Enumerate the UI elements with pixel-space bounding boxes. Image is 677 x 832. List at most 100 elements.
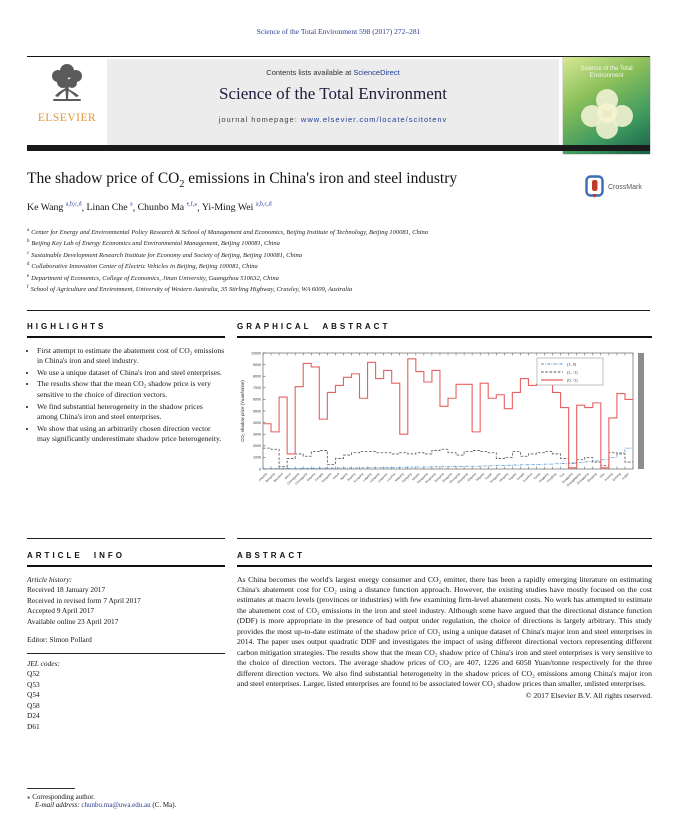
svg-text:Fangda: Fangda [314, 471, 324, 481]
contents-line: Contents lists available at ScienceDirec… [107, 68, 559, 77]
svg-text:Wugang: Wugang [498, 471, 509, 482]
affiliation: d Collaborative Innovation Center of Elec… [27, 262, 258, 271]
crossmark-icon [585, 174, 604, 198]
email-line: E-mail address: chunbo.ma@uwa.edu.au (C.… [27, 801, 327, 809]
highlights-list: First attempt to estimate the abatement … [27, 346, 225, 445]
jel-code: Q58 [27, 700, 40, 710]
author: Ke Wang a,b,c,d [27, 202, 82, 214]
article-info-heading-rule [27, 565, 225, 567]
contents-prefix: Contents lists available at [266, 68, 354, 77]
svg-text:Xingtai: Xingtai [516, 471, 526, 481]
svg-text:Zibo: Zibo [599, 471, 606, 478]
article-history-label: Article history: [27, 574, 72, 584]
author: Linan Che a [86, 202, 133, 214]
masthead: ELSEVIER Contents lists available at Sci… [27, 57, 650, 154]
svg-text:6000: 6000 [253, 397, 261, 401]
svg-text:Sangang: Sangang [433, 471, 445, 483]
svg-text:Yuxi: Yuxi [558, 471, 565, 478]
homepage-url-link[interactable]: www.elsevier.com/locate/scitotenv [300, 115, 448, 124]
svg-text:Yantai: Yantai [533, 471, 542, 480]
svg-text:Liuzhou: Liuzhou [386, 471, 396, 481]
affiliation: e Department of Economics, College of Eco… [27, 273, 279, 282]
svg-text:Nangang: Nangang [401, 471, 413, 483]
author: Chunbo Ma e,f,⁎ [137, 202, 198, 214]
email-label: E-mail address: [35, 801, 80, 809]
svg-text:Jiugang: Jiugang [346, 471, 356, 481]
history-item: Received in revised form 7 April 2017 [27, 595, 141, 605]
highlights-section: HIGHLIGHTS First attempt to estimate the… [27, 322, 225, 446]
affiliation: f School of Agriculture and Environment, … [27, 285, 353, 294]
svg-text:Yinggang: Yinggang [538, 471, 550, 483]
homepage-prefix: journal homepage: [218, 115, 301, 124]
publisher-name: ELSEVIER [37, 112, 97, 124]
svg-text:Echeng: Echeng [612, 471, 622, 481]
svg-text:Zhugang: Zhugang [586, 471, 597, 482]
journal-citation: Science of the Total Environment 598 (20… [256, 27, 421, 36]
svg-text:Shagang: Shagang [441, 471, 453, 483]
svg-text:7000: 7000 [253, 386, 261, 390]
svg-text:Shigang: Shigang [466, 471, 477, 482]
highlight-item: We find substantial heterogeneity in the… [37, 402, 225, 423]
article-info-section: ARTICLE INFO Article history: Received 1… [27, 538, 225, 732]
copyright-line: © 2017 Elsevier B.V. All rights reserved… [525, 690, 652, 700]
history-item: Available online 23 April 2017 [27, 616, 119, 626]
jel-code: D24 [27, 711, 40, 721]
svg-text:Jigang: Jigang [339, 471, 348, 480]
affiliation: b Beijing Key Lab of Energy Economics and… [27, 239, 280, 248]
svg-text:CO₂ shadow price (Yuan/tonne): CO₂ shadow price (Yuan/tonne) [240, 379, 245, 441]
svg-text:Taigang: Taigang [475, 471, 485, 481]
journal-title: Science of the Total Environment [219, 84, 447, 103]
affiliation-rule [27, 310, 650, 311]
svg-text:Hangang: Hangang [321, 471, 333, 483]
elsevier-tree-icon [52, 64, 82, 101]
svg-text:0: 0 [259, 467, 261, 471]
abstract-section: ABSTRACT As China becomes the world's la… [237, 538, 652, 700]
svg-text:Ningbo: Ningbo [411, 471, 421, 481]
sciencedirect-link[interactable]: ScienceDirect [353, 68, 400, 77]
article-info-top-rule [27, 538, 225, 539]
title-sub: 2 [179, 179, 185, 191]
article-info-body: Article history: Received 18 January 201… [27, 575, 225, 733]
email-suffix: (C. Ma). [152, 801, 177, 809]
svg-text:Yongfeng: Yongfeng [546, 471, 558, 483]
graphical-abstract-heading: GRAPHICAL ABSTRACT [237, 322, 391, 331]
svg-text:Liangang: Liangang [369, 471, 381, 483]
graphical-abstract-chart: 0 1000 2000 3000 4000 5000 6000 7000 8000 9000 100… [240, 351, 644, 487]
journal-cover-image: Science of the Total Environment [563, 57, 650, 154]
masthead-center: Contents lists available at ScienceDirec… [107, 59, 559, 146]
svg-text:Anyang: Anyang [604, 471, 614, 481]
highlight-item: First attempt to estimate the abatement … [37, 346, 225, 367]
svg-text:Tianjin: Tianjin [484, 471, 493, 480]
email-link[interactable]: chunbo.ma@uwa.edu.au [81, 801, 151, 809]
author: Yi-Ming Wei a,b,c,d [201, 202, 272, 214]
affiliation-list: a Center for Energy and Environmental Pol… [27, 227, 627, 296]
author-list: Ke Wang a,b,c,d, Linan Che a, Chunbo Ma … [27, 202, 272, 214]
highlight-item: We use a unique dataset of China's iron … [37, 368, 225, 378]
title-pre: The shadow price of CO [27, 170, 180, 187]
graphical-abstract-figure: 0 1000 2000 3000 4000 5000 6000 7000 8000 9000 100… [237, 345, 652, 545]
elsevier-logo[interactable]: ELSEVIER [27, 59, 107, 146]
highlight-item: We show that using an arbitrarily chosen… [37, 424, 225, 445]
cover-title: Science of the Total Environment [580, 66, 633, 79]
title-post: emissions in China's iron and steel indu… [184, 170, 458, 187]
jel-code: Q54 [27, 690, 40, 700]
svg-text:Magang: Magang [394, 471, 405, 482]
editor-line: Editor: Simon Pollard [27, 635, 92, 645]
footnote-rule [27, 788, 75, 789]
masthead-bar [27, 145, 650, 151]
abstract-top-rule [237, 538, 652, 539]
svg-text:4000: 4000 [253, 420, 261, 424]
crossmark-badge[interactable]: CrossMark [585, 173, 665, 201]
jel-code: Q52 [27, 669, 40, 679]
svg-text:Baogang: Baogang [264, 471, 276, 483]
history-item: Accepted 9 April 2017 [27, 606, 95, 616]
svg-text:Xuanhua: Xuanhua [522, 471, 534, 483]
jel-code-list: Q52 Q53 Q54 Q58 D24 D61 [27, 669, 225, 732]
svg-text:2000: 2000 [253, 444, 261, 448]
jel-label: JEL codes: [27, 658, 60, 668]
jel-code: Q53 [27, 679, 40, 689]
svg-text:Kungang: Kungang [353, 471, 365, 483]
svg-text:1000: 1000 [253, 455, 261, 459]
jel-code: D61 [27, 721, 40, 731]
svg-text:Dagang: Dagang [306, 471, 316, 481]
